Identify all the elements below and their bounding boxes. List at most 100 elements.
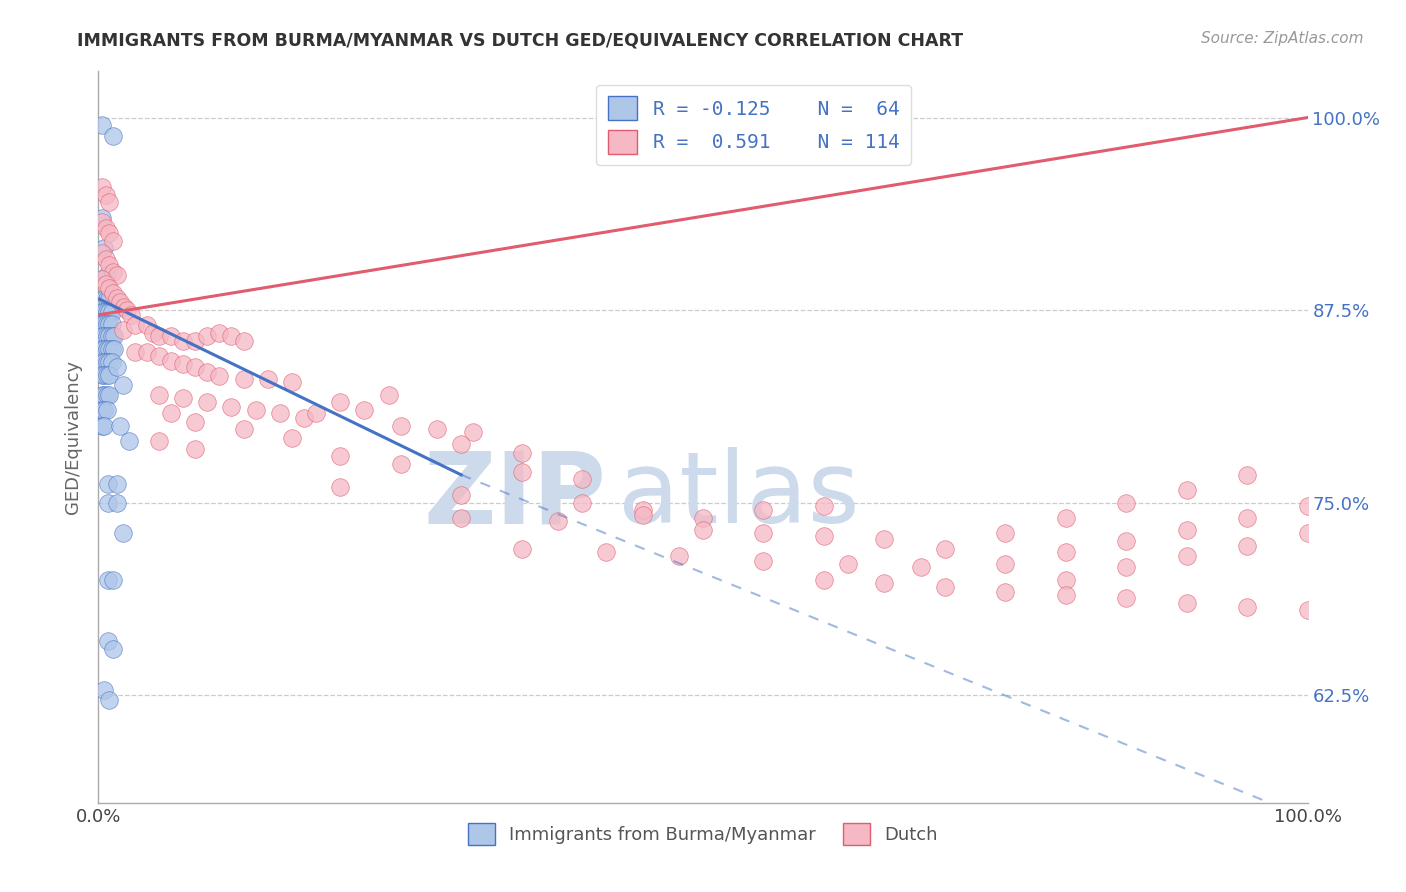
Point <box>98 226 121 240</box>
Y-axis label: GED/Equivalency: GED/Equivalency <box>63 360 82 514</box>
Point <box>101 573 124 587</box>
Point <box>281 376 304 390</box>
Point <box>98 329 121 343</box>
Point <box>692 511 714 525</box>
Point <box>1115 591 1137 605</box>
Point <box>93 418 115 433</box>
Point <box>96 342 118 356</box>
Point <box>1236 539 1258 553</box>
Point <box>94 221 117 235</box>
Point <box>1236 511 1258 525</box>
Point <box>281 431 304 445</box>
Text: Source: ZipAtlas.com: Source: ZipAtlas.com <box>1201 31 1364 46</box>
Point <box>245 403 267 417</box>
Point <box>93 683 115 698</box>
Point <box>91 246 114 260</box>
Point <box>98 692 121 706</box>
Point <box>873 533 896 547</box>
Point <box>160 329 183 343</box>
Point <box>329 395 352 409</box>
Point <box>91 292 114 306</box>
Point <box>571 495 593 509</box>
Point <box>100 355 122 369</box>
Point <box>510 465 533 479</box>
Point <box>329 450 352 464</box>
Point <box>1054 588 1077 602</box>
Point <box>1054 511 1077 525</box>
Point <box>117 303 139 318</box>
Point <box>91 179 114 194</box>
Point <box>463 425 485 439</box>
Point <box>172 334 194 348</box>
Point <box>1115 534 1137 549</box>
Text: atlas: atlas <box>619 447 860 544</box>
Point <box>269 406 291 420</box>
Point <box>1054 545 1077 559</box>
Point <box>91 118 114 132</box>
Point <box>105 495 128 509</box>
Point <box>98 195 121 210</box>
Point <box>910 560 932 574</box>
Point <box>195 365 218 379</box>
Point <box>96 355 118 369</box>
Point <box>813 573 835 587</box>
Point <box>1175 483 1198 498</box>
Point <box>96 403 118 417</box>
Point <box>160 406 183 420</box>
Point <box>1115 495 1137 509</box>
Point <box>1175 523 1198 537</box>
Point <box>934 580 956 594</box>
Point <box>184 442 207 456</box>
Point <box>329 480 352 494</box>
Point <box>377 388 399 402</box>
Point <box>98 292 121 306</box>
Point <box>389 457 412 471</box>
Point <box>148 329 170 343</box>
Point <box>1054 573 1077 587</box>
Point <box>232 372 254 386</box>
Point <box>994 526 1017 541</box>
Point <box>160 354 183 368</box>
Point <box>595 545 617 559</box>
Point <box>101 234 124 248</box>
Point <box>1296 526 1319 541</box>
Point <box>91 388 114 402</box>
Point <box>112 300 135 314</box>
Point <box>108 418 131 433</box>
Point <box>837 557 859 571</box>
Point <box>142 326 165 340</box>
Point <box>547 514 569 528</box>
Point <box>172 391 194 405</box>
Point <box>98 368 121 382</box>
Point <box>94 252 117 267</box>
Point <box>98 259 121 273</box>
Point <box>91 215 114 229</box>
Point <box>1115 560 1137 574</box>
Point <box>1296 603 1319 617</box>
Point <box>96 388 118 402</box>
Point <box>103 329 125 343</box>
Point <box>148 434 170 448</box>
Text: IMMIGRANTS FROM BURMA/MYANMAR VS DUTCH GED/EQUIVALENCY CORRELATION CHART: IMMIGRANTS FROM BURMA/MYANMAR VS DUTCH G… <box>77 31 963 49</box>
Point <box>98 317 121 331</box>
Point <box>93 292 115 306</box>
Point <box>98 281 121 295</box>
Point <box>105 268 128 282</box>
Point <box>221 400 243 414</box>
Point <box>105 291 128 305</box>
Point <box>98 304 121 318</box>
Point <box>1175 596 1198 610</box>
Point <box>105 477 128 491</box>
Point <box>120 308 142 322</box>
Point <box>101 129 124 144</box>
Point <box>148 388 170 402</box>
Point <box>93 242 115 256</box>
Point <box>93 388 115 402</box>
Point <box>232 334 254 348</box>
Point <box>100 317 122 331</box>
Point <box>98 342 121 356</box>
Point <box>994 584 1017 599</box>
Point <box>98 388 121 402</box>
Point <box>994 557 1017 571</box>
Point <box>91 418 114 433</box>
